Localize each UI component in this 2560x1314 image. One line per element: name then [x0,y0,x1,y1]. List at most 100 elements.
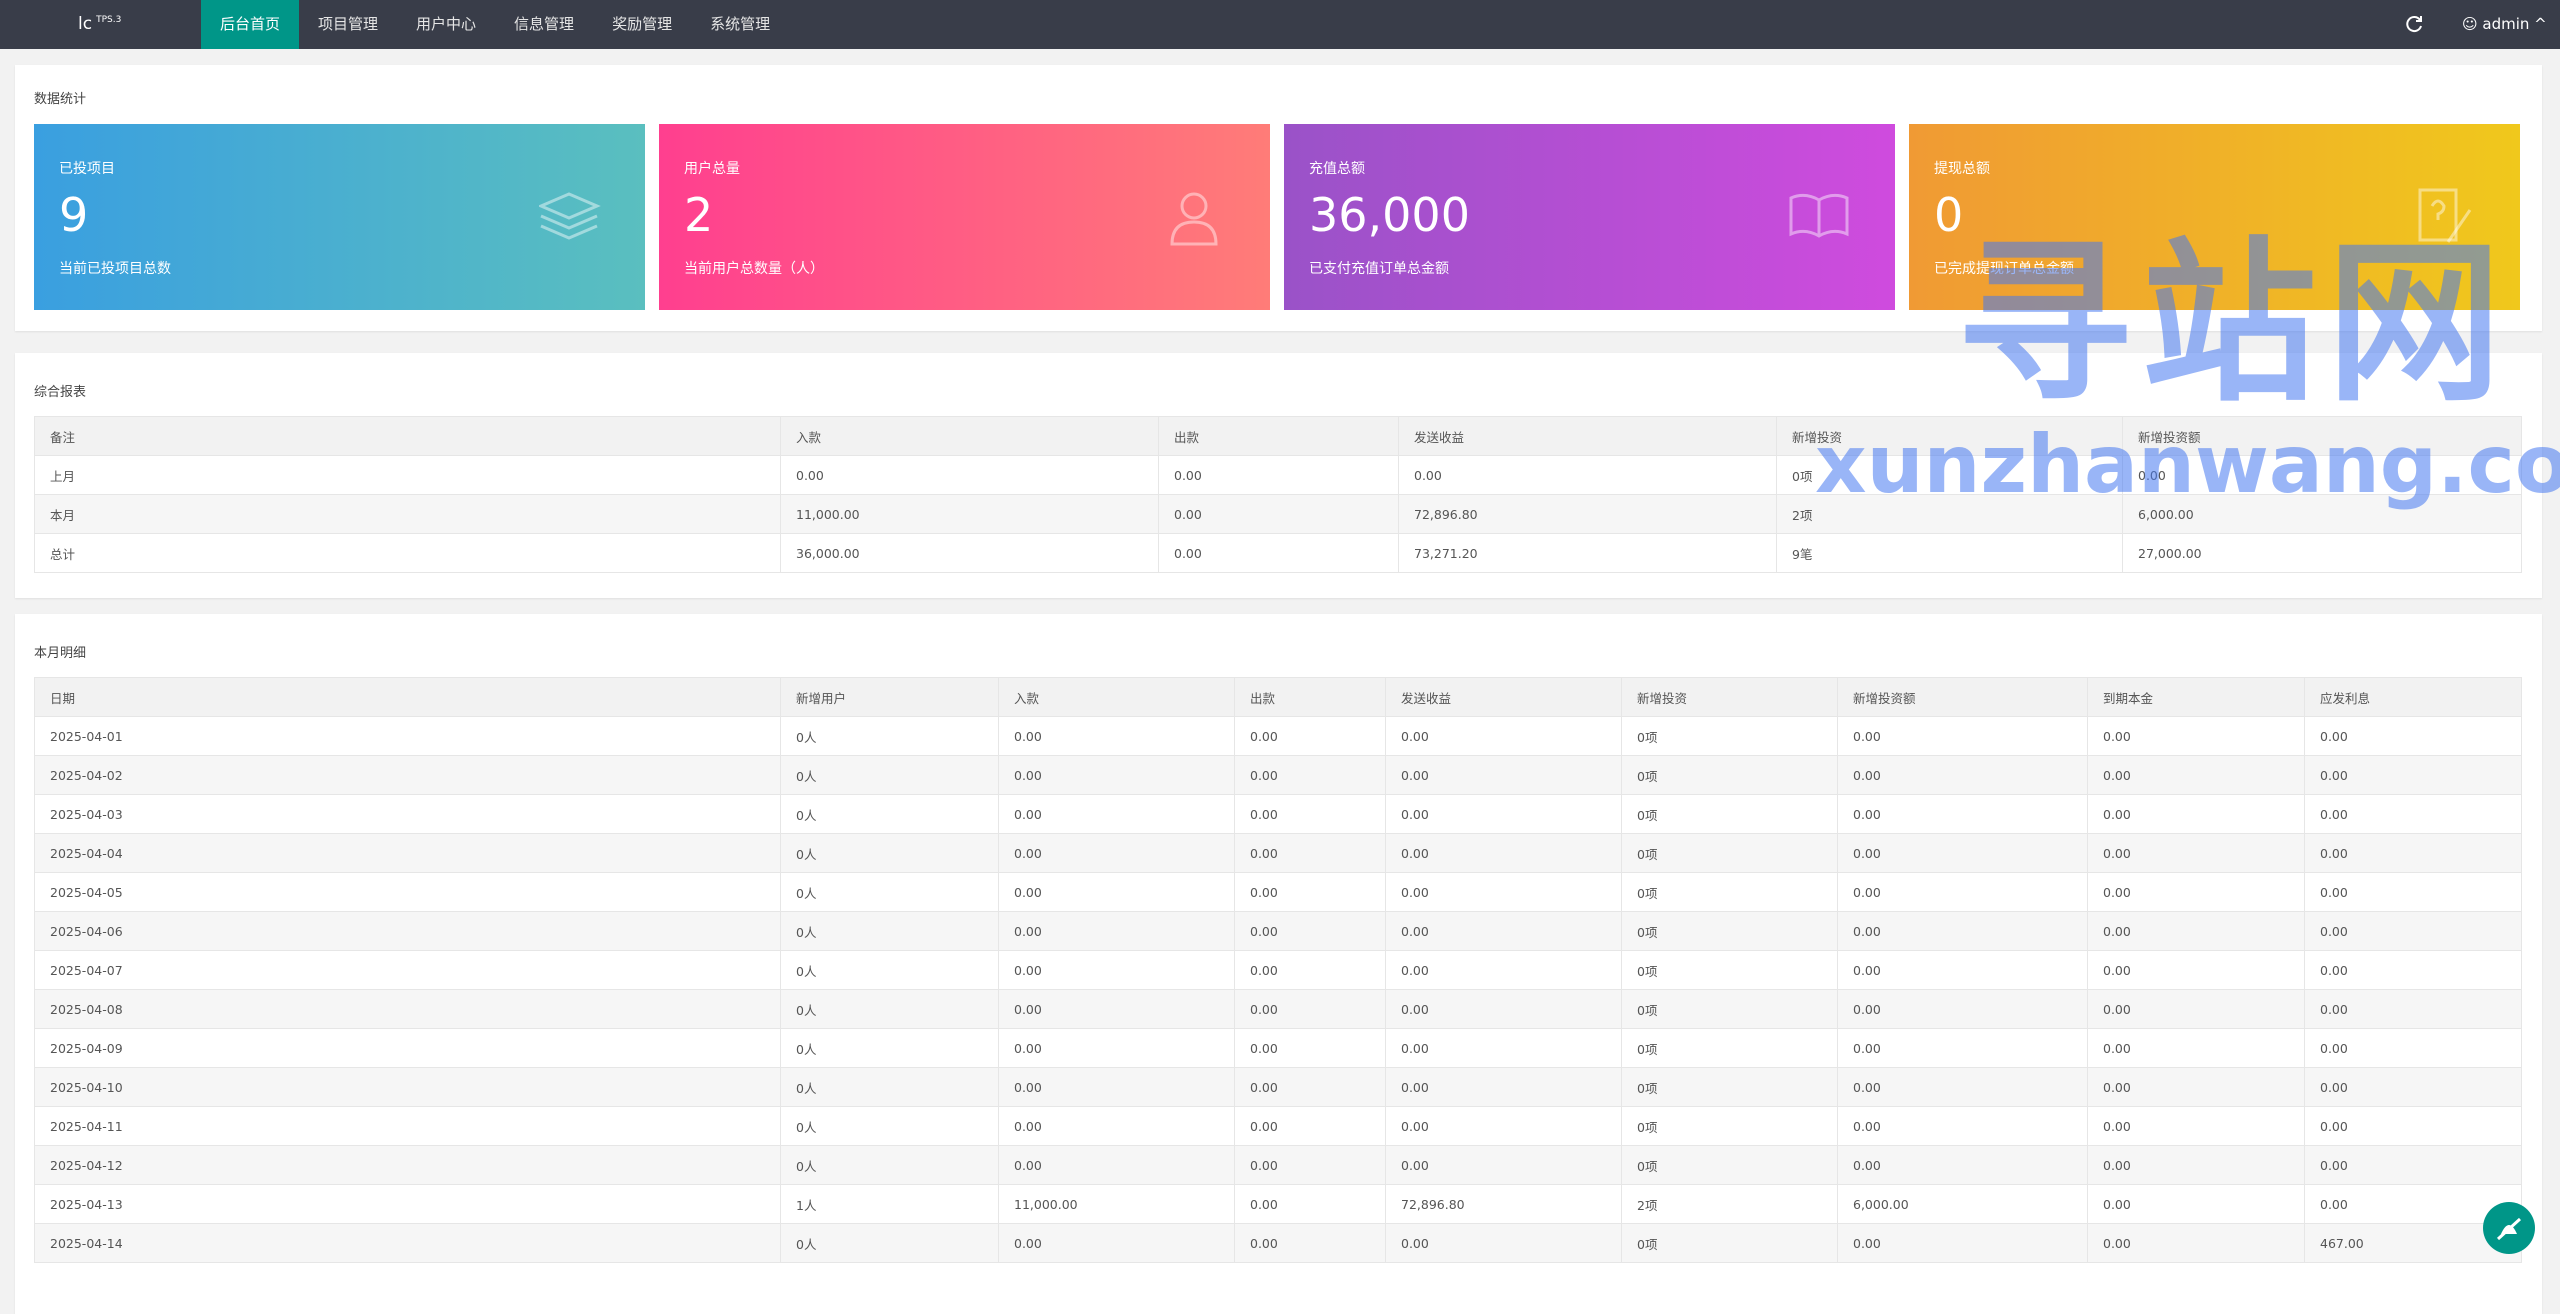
table-cell: 0.00 [2304,1145,2522,1185]
table-cell: 0.00 [1385,1145,1622,1185]
table-cell: 0.00 [1385,1106,1622,1146]
table-cell: 2025-04-08 [34,989,781,1029]
header-row: 日期 新增用户 入款 出款 发送收益 新增投资 新增投资额 到期本金 应发利息 [34,677,2522,717]
stat-label: 充值总额 [1309,161,1365,177]
table-cell: 0.00 [1837,833,2088,873]
table-cell: 0.00 [1385,1223,1622,1263]
table-cell: 0项 [1621,833,1838,873]
table-cell: 0.00 [2304,1106,2522,1146]
table-cell: 0.00 [1837,755,2088,795]
table-cell: 0.00 [2087,911,2305,951]
table-cell: 0.00 [1837,1028,2088,1068]
column-header: 新增投资额 [1837,677,2088,717]
table-cell: 0.00 [998,1028,1235,1068]
table-cell: 0.00 [1385,950,1622,990]
table-cell: 0人 [780,1106,999,1146]
column-header: 入款 [998,677,1235,717]
report-table: 备注 入款 出款 发送收益 新增投资 新增投资额 上月 0.00 0.00 0.00 0项 0.00 本… [34,416,2522,573]
table-cell: 0.00 [2087,1223,2305,1263]
table-cell: 0.00 [1158,494,1399,534]
nav-item[interactable]: 项目管理 [318,15,379,33]
table-cell: 2025-04-07 [34,950,781,990]
table-row: 2025-04-09 0人 0.00 0.00 0.00 0项 0.00 0.00 0.00 [34,1028,2522,1068]
table-cell: 0项 [1621,794,1838,834]
table-cell: 0.00 [2087,1184,2305,1224]
user-name: admin [2482,15,2530,33]
stat-value: 36,000 [1309,188,1470,242]
table-cell: 0.00 [1234,794,1386,834]
top-nav: lc TPS.3 后台首页 项目管理 用户中心 信息管理 奖励管理 系统管理 ☺ admin… [0,0,2560,49]
table-cell: 0.00 [998,950,1235,990]
table-cell: 0.00 [2304,1028,2522,1068]
table-row: 2025-04-08 0人 0.00 0.00 0.00 0项 0.00 0.00 0.00 [34,989,2522,1029]
table-cell: 2025-04-04 [34,833,781,873]
table-cell: 0.00 [998,716,1235,756]
table-cell: 0项 [1621,872,1838,912]
stat-note: 当前用户总数量（人） [684,261,824,277]
nav-menu: 后台首页 项目管理 用户中心 信息管理 奖励管理 系统管理 [201,0,789,49]
column-header: 到期本金 [2087,677,2305,717]
table-cell: 0.00 [1234,872,1386,912]
logo[interactable]: lc TPS.3 [78,14,121,34]
table-cell: 0.00 [1234,1028,1386,1068]
table-cell: 0人 [780,755,999,795]
user-menu[interactable]: ☺ admin ^ [2462,15,2547,33]
nav-item[interactable]: 信息管理 [514,15,575,33]
nav-item[interactable]: 后台首页 [201,0,300,49]
table-cell: 0.00 [1837,716,2088,756]
stat-icon [539,192,601,240]
nav-item[interactable]: 系统管理 [710,15,771,33]
table-cell: 0.00 [2304,833,2522,873]
table-cell: 0人 [780,716,999,756]
refresh-icon[interactable] [2404,13,2426,35]
column-header: 发送收益 [1385,677,1622,717]
table-cell: 0.00 [2304,989,2522,1029]
stat-value: 9 [59,188,89,242]
column-header: 入款 [780,416,1159,456]
report-card: 综合报表 备注 入款 出款 发送收益 新增投资 新增投资额 上月 0.00 0.00 0.00 0项… [15,353,2542,598]
nav-item[interactable]: 用户中心 [416,15,477,33]
table-cell: 0.00 [2087,833,2305,873]
table-cell: 72,896.80 [1398,494,1777,534]
table-row: 本月 11,000.00 0.00 72,896.80 2项 6,000.00 [34,494,2522,534]
table-cell: 0.00 [1234,911,1386,951]
table-cell: 0项 [1621,1223,1838,1263]
table-cell: 0.00 [2087,872,2305,912]
stat-label: 用户总量 [684,161,740,177]
table-body: 上月 0.00 0.00 0.00 0项 0.00 本月 11,000.00 0.00 72,89… [34,455,2522,573]
table-cell: 0.00 [2087,794,2305,834]
table-cell: 0人 [780,1028,999,1068]
stats-card: 数据统计 已投项目 9 当前已投项目总数 用户总量 2 当前用户总数量（人） 充值总额 36,… [15,65,2542,331]
table-cell: 0项 [1621,1028,1838,1068]
table-cell: 0人 [780,1145,999,1185]
table-cell: 2项 [1621,1184,1838,1224]
table-cell: 2025-04-01 [34,716,781,756]
table-row: 2025-04-14 0人 0.00 0.00 0.00 0项 0.00 0.00 467.00 [34,1223,2522,1263]
table-cell: 0.00 [2304,716,2522,756]
logo-version: TPS.3 [96,15,122,26]
table-row: 总计 36,000.00 0.00 73,271.20 9笔 27,000.00 [34,533,2522,573]
card-title: 综合报表 [34,385,87,400]
table-cell: 0.00 [1385,1028,1622,1068]
table-cell: 0.00 [1837,1106,2088,1146]
header-row: 备注 入款 出款 发送收益 新增投资 新增投资额 [34,416,2522,456]
table-cell: 0项 [1621,1145,1838,1185]
table-cell: 2025-04-06 [34,911,781,951]
table-cell: 0.00 [1234,1106,1386,1146]
stat-box: 充值总额 36,000 已支付充值订单总金额 [1284,124,1895,310]
help-button[interactable] [2483,1202,2535,1254]
table-cell: 0.00 [2087,1145,2305,1185]
table-cell: 0人 [780,950,999,990]
table-cell: 2025-04-13 [34,1184,781,1224]
table-cell: 0.00 [1837,1067,2088,1107]
table-cell: 0.00 [1398,455,1777,495]
table-cell: 9笔 [1776,533,2123,573]
nav-item[interactable]: 奖励管理 [612,15,673,33]
table-body: 2025-04-01 0人 0.00 0.00 0.00 0项 0.00 0.00 0.00 20… [34,716,2522,1263]
table-cell: 0项 [1621,755,1838,795]
table-cell: 73,271.20 [1398,533,1777,573]
table-cell: 0.00 [1385,833,1622,873]
table-cell: 0.00 [998,794,1235,834]
table-cell: 0.00 [1234,716,1386,756]
